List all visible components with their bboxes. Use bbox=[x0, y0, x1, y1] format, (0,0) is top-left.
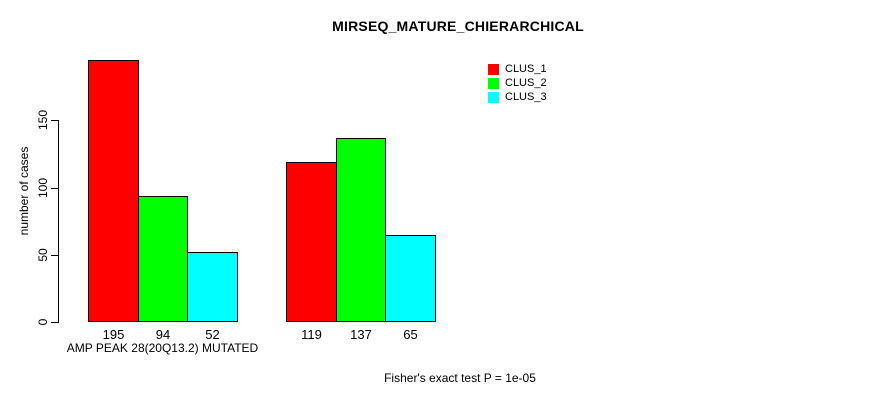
legend-color-swatch bbox=[488, 64, 499, 75]
legend-item-clus_3: CLUS_3 bbox=[488, 92, 547, 103]
bar-value-label: 94 bbox=[155, 327, 171, 342]
bar-value-label: 137 bbox=[350, 327, 372, 342]
legend-color-swatch bbox=[488, 92, 499, 103]
legend-item-clus_1: CLUS_1 bbox=[488, 64, 547, 75]
bar-clus_2-group2 bbox=[336, 138, 386, 322]
y-axis-tick bbox=[51, 188, 58, 189]
bar-value-label: 52 bbox=[205, 327, 220, 342]
bar-value-label: 195 bbox=[102, 327, 125, 342]
y-tick-label: 50 bbox=[36, 248, 50, 262]
y-axis-tick bbox=[51, 120, 58, 121]
y-axis-tick bbox=[51, 255, 58, 256]
legend-label: CLUS_3 bbox=[505, 91, 547, 103]
x-axis-group-label: AMP PEAK 28(20Q13.2) MUTATED bbox=[66, 341, 259, 355]
bar-clus_2-group1 bbox=[138, 196, 188, 322]
bar-clus_3-group1 bbox=[187, 252, 238, 322]
legend-item-clus_2: CLUS_2 bbox=[488, 78, 547, 89]
y-tick-label: 100 bbox=[36, 177, 50, 199]
y-axis-tick bbox=[51, 322, 58, 323]
legend-label: CLUS_2 bbox=[505, 77, 547, 89]
bar-clus_3-group2 bbox=[385, 235, 436, 322]
legend-label: CLUS_1 bbox=[505, 63, 547, 75]
bar-value-label: 119 bbox=[301, 327, 322, 342]
legend-color-swatch bbox=[488, 78, 499, 89]
legend: CLUS_1 CLUS_2 CLUS_3 bbox=[488, 64, 547, 104]
y-tick-label: 0 bbox=[36, 318, 50, 326]
fisher-test-annotation: Fisher's exact test P = 1e-05 bbox=[384, 371, 536, 385]
bar-clus_1-group2 bbox=[286, 162, 337, 322]
bar-value-label: 65 bbox=[403, 327, 418, 342]
bar-clus_1-group1 bbox=[88, 60, 139, 322]
chart-title: MIRSEQ_MATURE_CHIERARCHICAL bbox=[332, 18, 584, 34]
y-axis-line bbox=[58, 120, 59, 323]
y-tick-label: 150 bbox=[36, 109, 50, 131]
